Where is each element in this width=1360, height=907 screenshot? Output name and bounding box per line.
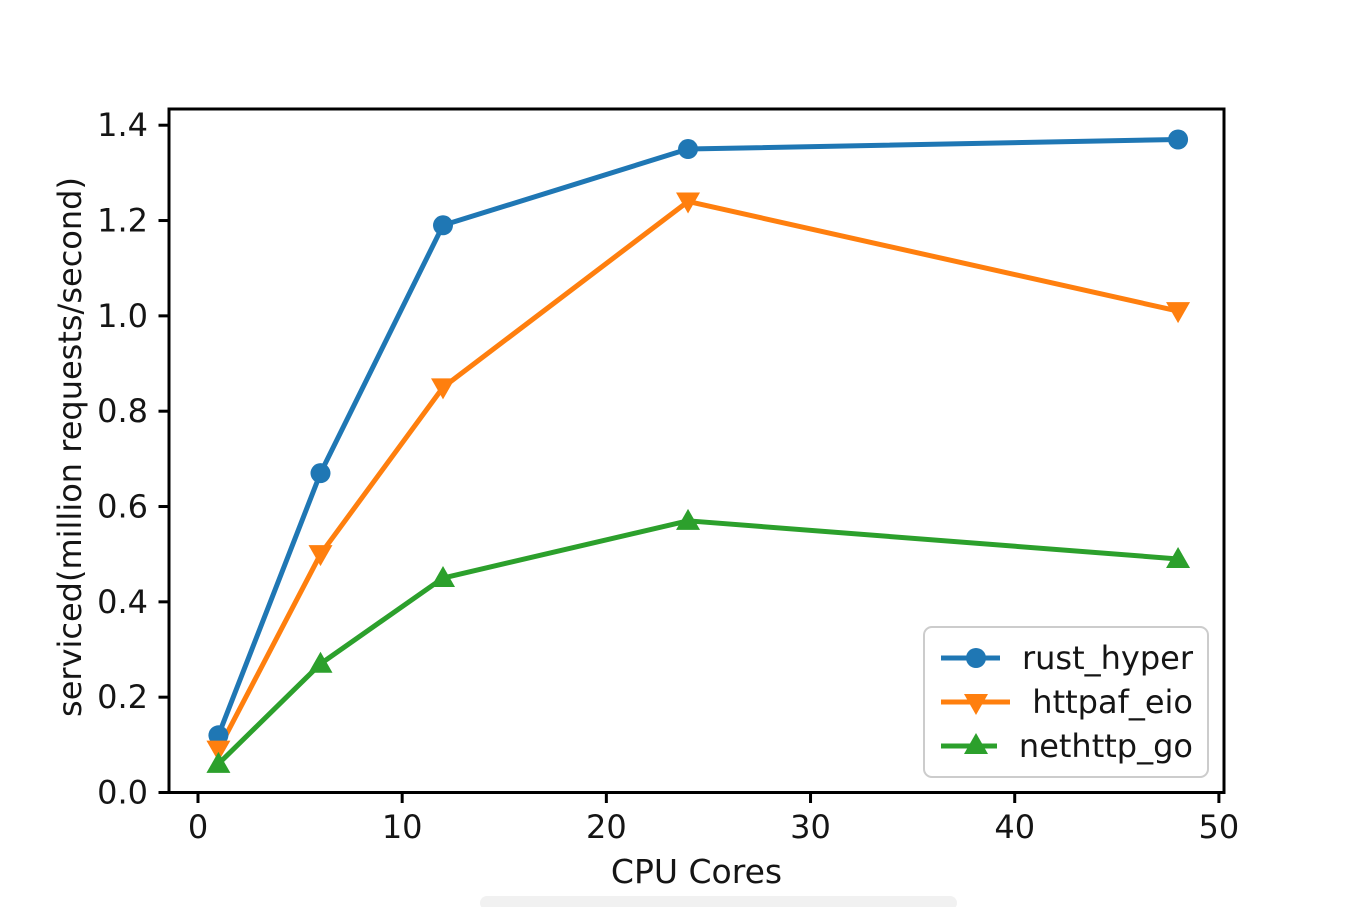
data-point-httpaf_eio — [431, 378, 456, 400]
data-point-nethttp_go — [431, 566, 456, 588]
y-tick-label: 0.0 — [97, 774, 148, 812]
x-tick-label: 20 — [586, 808, 627, 846]
legend-item-httpaf-eio: httpaf_eio — [939, 686, 1193, 718]
data-point-httpaf_eio — [206, 740, 231, 762]
x-tick-label: 30 — [790, 808, 831, 846]
data-point-httpaf_eio — [308, 545, 333, 567]
y-axis-label: serviced(million requests/second) — [51, 177, 89, 717]
data-point-nethttp_go — [1166, 546, 1191, 568]
y-tick-label: 0.2 — [97, 678, 148, 716]
data-point-rust_hyper — [208, 725, 229, 746]
data-point-rust_hyper — [1168, 129, 1189, 150]
x-tick-label: 10 — [382, 808, 423, 846]
y-tick-label: 0.6 — [97, 488, 148, 526]
y-tick-label: 1.0 — [97, 297, 148, 335]
x-tick-label: 0 — [188, 808, 208, 846]
legend-label: nethttp_go — [1018, 727, 1193, 765]
data-point-rust_hyper — [433, 215, 454, 236]
data-point-rust_hyper — [310, 463, 331, 484]
legend-item-nethttp-go: nethttp_go — [939, 730, 1193, 762]
x-tick-label: 50 — [1199, 808, 1240, 846]
legend-item-rust-hyper: rust_hyper — [939, 642, 1193, 674]
legend-sample-circle-icon — [941, 648, 1000, 668]
y-tick-label: 1.2 — [97, 202, 148, 240]
legend-sample-triangle-down-icon — [941, 694, 1011, 715]
bottom-artifact-bar — [480, 896, 957, 907]
x-axis-label: CPU Cores — [610, 852, 783, 891]
data-point-httpaf_eio — [1166, 302, 1191, 324]
axes-spines — [167, 107, 1226, 794]
data-point-nethttp_go — [206, 751, 231, 773]
data-point-nethttp_go — [676, 508, 701, 530]
data-point-nethttp_go — [308, 651, 333, 673]
legend: rust_hyper httpaf_eio nethttp_go — [923, 626, 1209, 778]
y-tick-label: 1.4 — [97, 106, 148, 144]
legend-sample-triangle-up-icon — [941, 733, 997, 754]
y-tick-label: 0.8 — [97, 392, 148, 430]
x-tick-label: 40 — [994, 808, 1035, 846]
legend-label: httpaf_eio — [1032, 683, 1193, 721]
y-tick-label: 0.4 — [97, 583, 148, 621]
data-point-rust_hyper — [678, 139, 699, 160]
data-point-httpaf_eio — [676, 192, 701, 214]
legend-label: rust_hyper — [1021, 639, 1193, 677]
